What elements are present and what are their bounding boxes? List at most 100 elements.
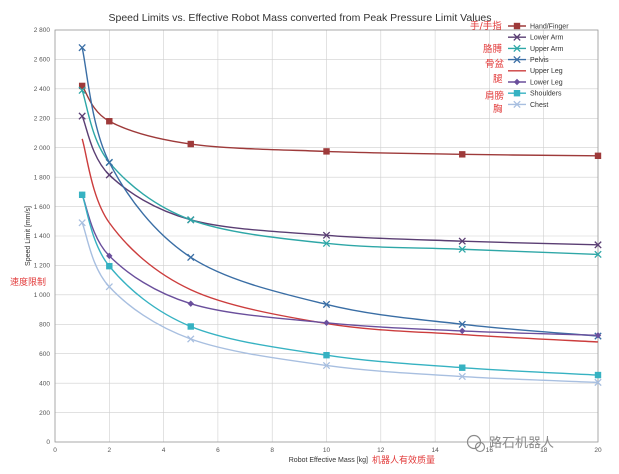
y-tick-label: 1 400 [34,233,51,240]
legend-marker-upper-arm [513,44,521,53]
data-point-shoulders [106,262,113,270]
data-point-shoulders [78,191,86,198]
data-point-lower-arm [458,237,466,245]
y-tick-label: 800 [39,321,50,328]
legend: Hand/Finger Lower Arm Upper Arm Pelvis Upper… [470,20,569,115]
legend-label-cn: 手/手指 [470,20,502,32]
y-axis-label-cn: 速度限制 [10,276,46,288]
data-point-chest [78,219,86,227]
data-point-upper-arm [322,239,331,248]
data-point-chest [594,378,602,387]
data-point-chest [458,372,466,381]
data-point-hand-finger [78,82,86,90]
data-point-chest [105,283,113,291]
y-tick-label: 2 400 [34,86,51,93]
data-point-pelvis [105,158,113,167]
legend-label-cn: 胳膊 [483,43,503,55]
data-point-upper-arm [458,245,466,253]
legend-label-chest: Chest [530,102,548,109]
watermark: 路石机器人 [466,434,554,453]
data-point-hand-finger [323,148,330,155]
series-lines [81,47,599,384]
x-axis-label: Robot Effective Mass [kg] [289,457,368,464]
data-point-hand-finger [594,152,602,160]
legend-marker-shoulders [513,90,521,97]
data-point-lower-leg [459,327,466,335]
x-tick-label: 4 [162,447,166,454]
data-point-lower-leg [594,332,602,339]
data-point-shoulders [323,351,330,359]
series-line-upper-arm [81,90,599,256]
data-point-lower-arm [322,231,331,239]
watermark-text: 路石机器人 [489,435,554,451]
data-point-lower-arm [78,112,86,120]
legend-label-upper-leg: Upper Leg [530,68,563,75]
data-point-lower-leg [187,300,194,307]
legend-label-cn: 腿 [493,74,503,85]
y-tick-labels: 0 200 400 600 800 1 000 1 200 1 400 1 600 1 800 2 … [34,27,51,446]
y-tick-label: 2 000 [34,145,51,152]
y-tick-label: 1 000 [34,292,51,299]
data-point-hand-finger [187,140,194,148]
data-point-hand-finger [459,151,466,158]
series-markers [78,43,602,387]
data-point-upper-arm [78,86,86,94]
legend-marker-pelvis [513,55,521,64]
chart-title: Speed Limits vs. Effective Robot Mass co… [108,12,491,24]
legend-label-upper-arm: Upper Arm [530,46,564,53]
x-axis-label-cn: 机器人有效质量 [372,454,435,466]
data-point-pelvis [187,253,195,261]
series-line-pelvis [81,47,599,337]
legend-label-shoulders: Shoulders [530,91,562,98]
data-point-pelvis [322,300,331,309]
x-tick-labels: 0 2 4 6 8 10 12 14 16 18 20 [53,447,602,454]
data-point-pelvis [458,320,466,328]
x-tick-label: 14 [431,447,439,454]
series-line-lower-arm [81,115,599,246]
y-tick-label: 1 800 [34,174,51,181]
legend-label-hand-finger: Hand/Finger [530,23,569,30]
y-tick-label: 2 600 [34,57,51,64]
x-tick-label: 20 [594,447,602,454]
series-line-lower-leg [81,194,599,337]
data-point-lower-leg [106,252,113,260]
x-tick-label: 2 [107,447,111,454]
data-point-pelvis [78,43,86,52]
data-point-chest [187,335,195,343]
plot-area-frame [54,29,599,443]
series-line-shoulders [81,194,599,376]
legend-label-lower-leg: Lower Leg [530,79,563,86]
y-tick-label: 2 200 [34,115,51,122]
y-tick-label: 1 200 [34,263,51,270]
data-point-shoulders [594,371,602,379]
data-point-shoulders [187,323,194,330]
data-point-lower-leg [323,319,330,327]
series-line-hand-finger [81,85,599,157]
x-tick-label: 8 [270,447,274,454]
data-point-shoulders [459,364,466,371]
data-point-lower-arm [105,171,113,179]
y-tick-label: 400 [39,380,50,387]
x-tick-label: 10 [323,447,331,454]
data-point-hand-finger [106,118,113,125]
y-tick-label: 200 [39,410,50,417]
legend-marker-lower-leg [513,78,521,86]
legend-marker-lower-arm [513,33,521,41]
series-line-upper-leg [81,138,599,343]
legend-label-pelvis: Pelvis [530,57,549,64]
data-point-lower-arm [594,241,602,249]
wechat-icon-small [474,441,486,453]
legend-label-cn: 骨盆 [485,58,505,70]
x-tick-label: 12 [377,447,385,454]
y-axis-label: Speed Limit [mm/s] [25,206,32,266]
legend-label-lower-arm: Lower Arm [530,35,564,42]
data-point-upper-arm [594,250,602,259]
x-tick-label: 16 [486,447,494,454]
legend-marker-chest [513,100,521,109]
legend-label-cn: 胸 [493,103,503,115]
x-tick-label: 18 [540,447,548,454]
x-tick-label: 6 [216,447,220,454]
legend-marker-hand-finger [513,22,521,30]
data-point-chest [322,361,331,370]
